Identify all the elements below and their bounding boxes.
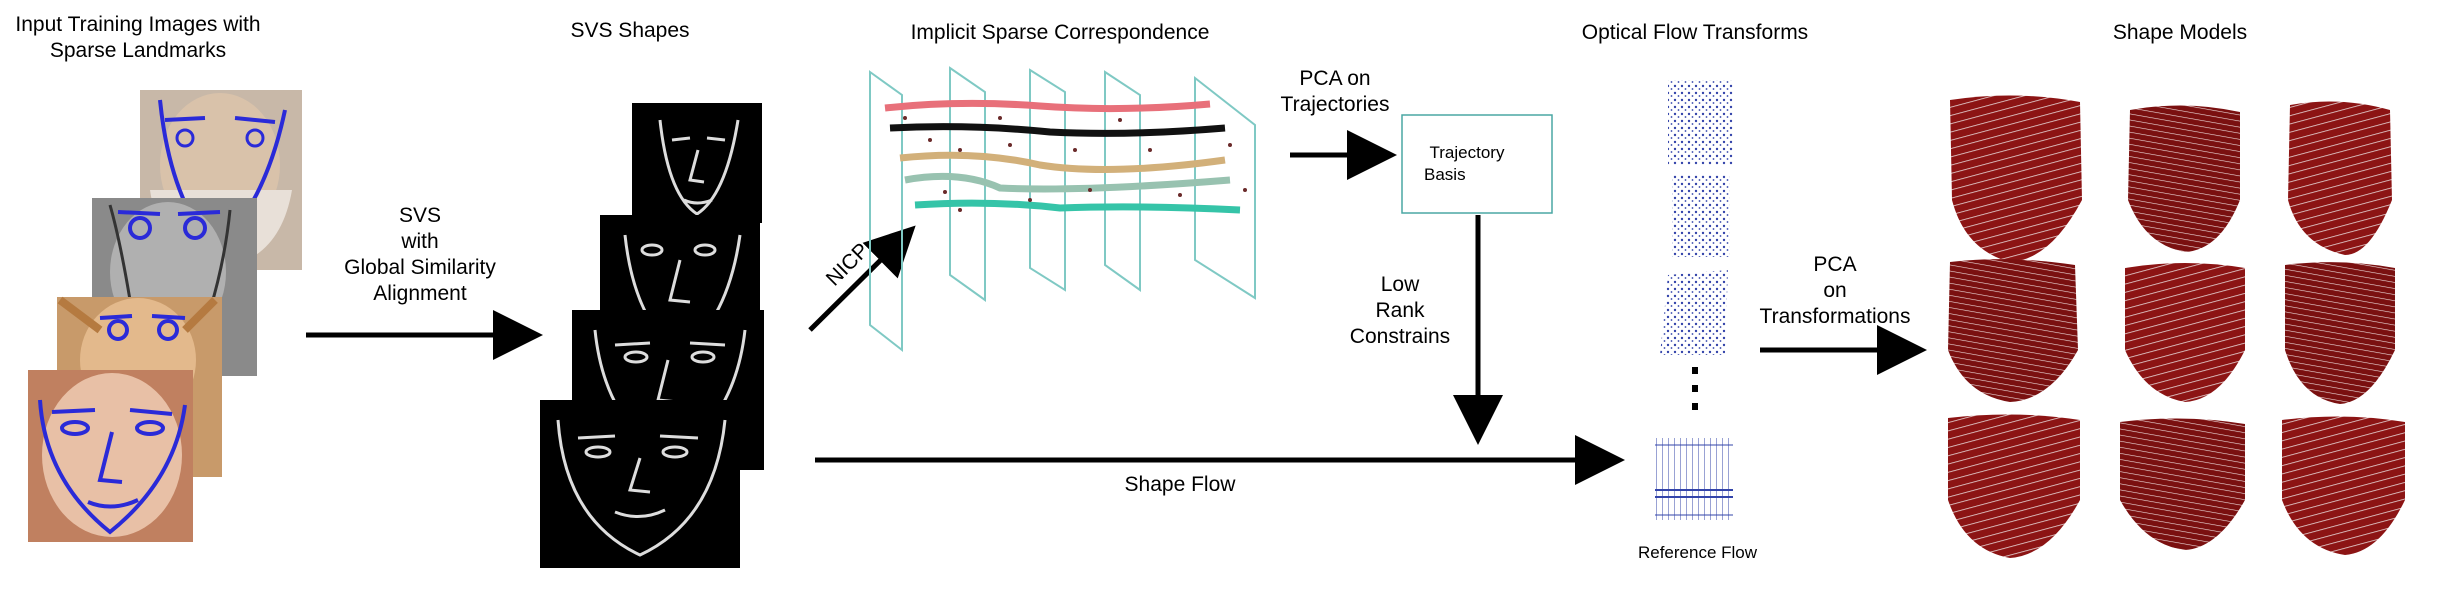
svs-shape-1 <box>632 103 762 223</box>
trajectory-red <box>884 99 1211 113</box>
shape-model-6 <box>2285 262 2395 404</box>
plane-1 <box>869 70 903 353</box>
svs-label-line3: Global Similarity <box>344 256 496 279</box>
shape-model-2 <box>2128 105 2240 252</box>
shape-model-3 <box>2288 101 2392 255</box>
ellipsis-dots <box>1692 367 1698 410</box>
low-rank-line2: Rank <box>1375 299 1425 322</box>
flow-field-3 <box>1660 270 1728 355</box>
shape-flow-label: Shape Flow <box>1124 473 1236 496</box>
shape-model-7 <box>1948 414 2080 558</box>
trajectory-sage <box>904 172 1231 193</box>
plane-4 <box>1104 70 1141 292</box>
input-face-stack <box>28 90 302 542</box>
svs-arrow-label: SVS with Global Similarity Alignment <box>310 203 530 307</box>
pca-trans-line2: on <box>1823 279 1847 302</box>
trajectory-basis-label: Trajectory Basis <box>1402 142 1532 186</box>
shape-model-9 <box>2282 416 2405 555</box>
trajectory-black <box>889 123 1226 137</box>
pca-trans-line1: PCA <box>1813 253 1857 276</box>
shape-model-4 <box>1948 259 2078 402</box>
pca-traj-line2: Trajectories <box>1280 93 1390 116</box>
svs-shape-4 <box>540 400 740 568</box>
optical-flow-column <box>1655 80 1733 520</box>
landmark-dots <box>903 116 1247 212</box>
svs-label-line4: Alignment <box>373 282 467 305</box>
face-photo-4 <box>28 370 193 542</box>
trajectory-teal <box>914 199 1241 214</box>
svs-title: SVS Shapes <box>570 19 690 42</box>
reference-flow-grid <box>1655 438 1733 520</box>
svs-label-line1: SVS <box>398 204 442 227</box>
pca-trans-line3: Transformations <box>1759 305 1911 328</box>
nicp-arrow <box>808 225 916 332</box>
low-rank-line1: Low <box>1380 273 1420 296</box>
pca-trajectories-label: PCA on Trajectories <box>1255 66 1415 118</box>
pca-transformations-label: PCA on Transformations <box>1740 252 1930 330</box>
plane-5 <box>1194 75 1256 300</box>
shape-model-8 <box>2120 418 2245 550</box>
low-rank-line3: Constrains <box>1349 325 1451 348</box>
svs-label-line2: with <box>401 230 439 253</box>
input-title: Input Training Images with Sparse Landma… <box>0 12 276 64</box>
flow-field-1 <box>1668 80 1733 165</box>
input-title-line2: Sparse Landmarks <box>49 39 227 62</box>
reference-flow-label: Reference Flow <box>1637 543 1758 562</box>
pca-traj-line1: PCA on <box>1299 67 1371 90</box>
shape-model-5 <box>2125 263 2245 402</box>
low-rank-label: Low Rank Constrains <box>1340 272 1460 350</box>
input-title-line1: Input Training Images with <box>15 13 261 36</box>
trajectory-basis-line2: Basis <box>1424 165 1466 184</box>
optical-title: Optical Flow Transforms <box>1581 21 1809 44</box>
trajectory-tan <box>899 151 1226 173</box>
flow-field-2 <box>1672 175 1730 257</box>
trajectory-lines <box>884 99 1247 214</box>
implicit-title: Implicit Sparse Correspondence <box>910 21 1210 44</box>
shape-model-grid <box>1948 95 2405 558</box>
shape-model-1 <box>1950 95 2082 262</box>
trajectory-basis-line1: Trajectory <box>1429 143 1505 162</box>
models-title: Shape Models <box>2112 21 2248 44</box>
trajectory-basis-box <box>1401 114 1553 214</box>
svs-shape-stack <box>540 103 764 568</box>
